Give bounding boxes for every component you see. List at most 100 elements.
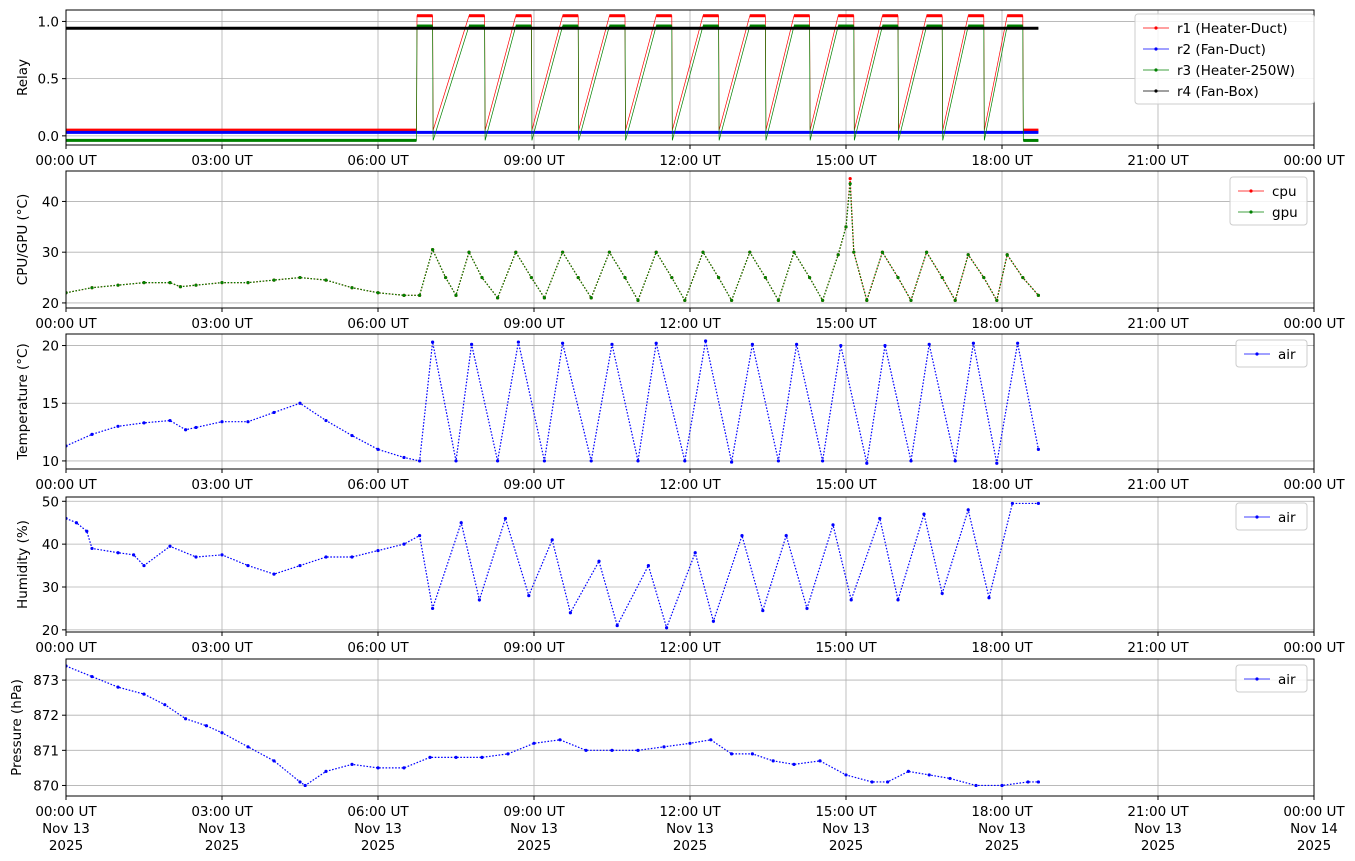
y-tick-label: 20	[42, 623, 59, 639]
legend: air	[1235, 339, 1308, 368]
x-tick-label: 21:00 UT	[1127, 804, 1189, 820]
data-point	[1016, 341, 1020, 345]
y-axis-label: Temperature (°C)	[15, 343, 31, 461]
data-point	[527, 593, 531, 598]
data-point	[821, 459, 825, 463]
data-point	[701, 250, 705, 254]
x-tick-year: 2025	[205, 838, 239, 854]
y-tick-label: 15	[42, 396, 59, 412]
data-point	[558, 738, 562, 742]
data-point	[865, 461, 869, 465]
series-line-1	[66, 502, 1039, 630]
x-tick-date: Nov 13	[822, 821, 870, 837]
data-point	[431, 248, 435, 252]
legend-marker	[1249, 210, 1253, 214]
x-tick-year: 2025	[985, 838, 1019, 854]
data-point	[431, 606, 435, 611]
series-line-1	[66, 178, 1039, 303]
legend-marker	[1154, 26, 1158, 30]
plot-area	[66, 339, 1040, 465]
data-point	[376, 447, 380, 451]
legend-box	[1235, 502, 1308, 531]
plot-area	[66, 177, 1040, 303]
legend-marker	[1255, 515, 1259, 519]
x-tick-date: Nov 13	[354, 821, 402, 837]
data-point	[761, 608, 765, 613]
data-point	[272, 410, 276, 415]
data-point	[514, 250, 518, 254]
data-point	[848, 177, 852, 181]
x-tick-year: 2025	[361, 838, 395, 854]
data-point	[350, 286, 354, 290]
data-point	[704, 339, 708, 343]
data-point	[477, 598, 481, 602]
y-tick-label: 10	[42, 454, 59, 470]
x-tick-date: Nov 13	[42, 821, 90, 837]
data-point	[454, 755, 458, 759]
legend-marker	[1255, 352, 1259, 356]
data-point	[246, 563, 250, 568]
x-tick-date: Nov 13	[510, 821, 558, 837]
data-point	[662, 745, 666, 749]
data-point	[607, 250, 612, 254]
data-point	[878, 516, 882, 521]
data-point	[844, 773, 848, 777]
x-tick-label: 15:00 UT	[815, 804, 877, 820]
x-tick-date: Nov 13	[666, 821, 714, 837]
data-point	[922, 512, 926, 516]
data-point	[683, 459, 687, 463]
series-line-2	[66, 183, 1039, 303]
data-point	[298, 275, 302, 280]
data-point	[246, 745, 250, 749]
x-tick-year: 2025	[517, 838, 551, 854]
legend: r1 (Heater-Duct) r2 (Fan-Duct) r3 (Heater-…	[1134, 13, 1315, 105]
legend-box	[1134, 13, 1315, 105]
data-point	[163, 703, 167, 707]
data-point	[194, 425, 198, 430]
legend-label: r3 (Heater-250W)	[1177, 63, 1295, 79]
x-tick-label: 09:00 UT	[503, 804, 565, 820]
data-point	[750, 342, 755, 346]
data-point	[848, 182, 852, 186]
data-point	[683, 298, 687, 302]
data-point	[795, 342, 799, 346]
data-point	[402, 766, 406, 770]
legend-label: r4 (Fan-Box)	[1177, 84, 1259, 100]
legend-label: r2 (Fan-Duct)	[1177, 42, 1266, 58]
data-point	[444, 275, 448, 280]
y-tick-label: 1.0	[38, 14, 59, 30]
x-tick-label: 09:00 UT	[503, 153, 565, 169]
x-tick-label: 18:00 UT	[971, 804, 1033, 820]
x-tick-label: 03:00 UT	[191, 153, 253, 169]
legend-label: cpu	[1272, 184, 1297, 200]
data-point	[324, 769, 328, 774]
data-point	[220, 281, 224, 285]
series-line-1	[66, 665, 1039, 787]
data-point	[402, 455, 406, 460]
series-line-1	[66, 15, 1039, 131]
y-axis-label: Humidity (%)	[15, 520, 31, 609]
data-point	[654, 341, 658, 345]
data-point	[654, 250, 658, 254]
data-point	[576, 275, 580, 280]
data-point	[568, 611, 573, 615]
data-point	[974, 783, 978, 788]
legend-label: air	[1278, 510, 1296, 526]
data-point	[90, 546, 94, 551]
data-point	[776, 459, 781, 463]
data-point	[839, 343, 843, 348]
x-tick-label: 03:00 UT	[191, 640, 253, 656]
data-point	[168, 418, 172, 423]
x-tick-label: 00:00 UT	[35, 153, 97, 169]
data-point	[74, 521, 78, 525]
x-tick-label: 18:00 UT	[971, 316, 1033, 332]
data-point	[589, 459, 593, 463]
data-point	[953, 298, 957, 302]
data-point	[132, 553, 136, 557]
data-point	[597, 559, 601, 563]
x-tick-label: 00:00 UT	[35, 477, 97, 493]
data-point	[1010, 501, 1015, 506]
legend-label: r1 (Heater-Duct)	[1177, 21, 1288, 37]
data-point	[168, 281, 172, 285]
legend-marker	[1249, 189, 1253, 193]
